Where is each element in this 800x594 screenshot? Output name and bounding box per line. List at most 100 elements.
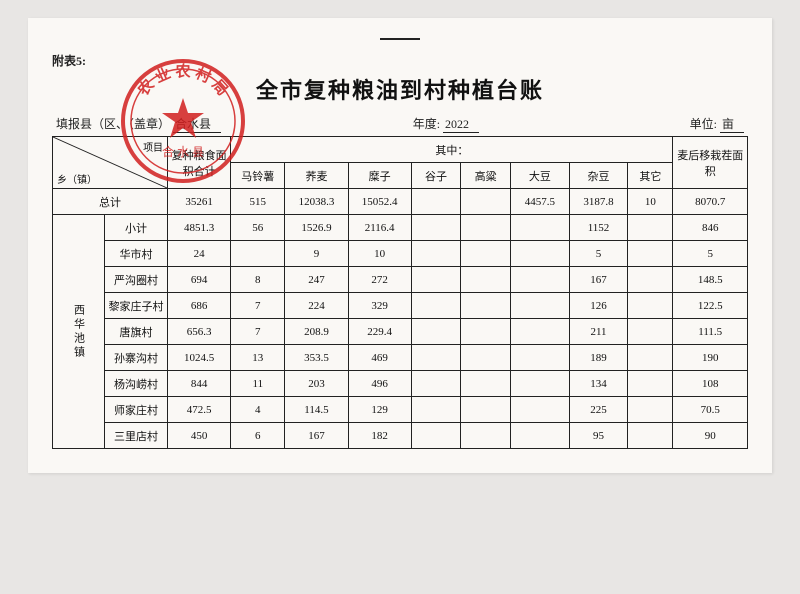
diag-bottom: 乡（镇）: [57, 171, 97, 186]
cell: 208.9: [285, 319, 348, 345]
diag-header: 项目 乡（镇）: [53, 137, 168, 189]
cell: [461, 267, 511, 293]
cell: [628, 241, 673, 267]
table-row: 华市村2491055: [53, 241, 748, 267]
row-name: 孙寨沟村: [104, 345, 167, 371]
cell: 182: [348, 423, 411, 449]
cell: 4851.3: [168, 215, 231, 241]
ledger-table: 项目 乡（镇） 复种粮食面积合计 其中： 麦后移栽茬面积 马铃薯 荞麦 糜子 谷…: [52, 136, 748, 449]
col-of-which: 其中：: [231, 137, 673, 163]
cell: 5: [673, 241, 748, 267]
header-row-1: 项目 乡（镇） 复种粮食面积合计 其中： 麦后移栽茬面积: [53, 137, 748, 163]
cell: 114.5: [285, 397, 348, 423]
cell: 167: [569, 267, 628, 293]
table-row: 黎家庄子村6867224329126122.5: [53, 293, 748, 319]
cell: 450: [168, 423, 231, 449]
cell: [461, 189, 511, 215]
row-name: 师家庄村: [104, 397, 167, 423]
cell: [461, 397, 511, 423]
col-6: 杂豆: [569, 163, 628, 189]
county-value: 合水县: [173, 117, 221, 133]
cell: 7: [231, 319, 285, 345]
cell: [628, 423, 673, 449]
attachment-label: 附表5:: [52, 52, 748, 69]
cell: [628, 319, 673, 345]
cell: 190: [673, 345, 748, 371]
county-field: 填报县（区、（盖章） 合水县: [56, 115, 331, 132]
cell: 329: [348, 293, 411, 319]
row-name: 小计: [104, 215, 167, 241]
cell: 225: [569, 397, 628, 423]
cell: 134: [569, 371, 628, 397]
cell: 5: [569, 241, 628, 267]
cell: 15052.4: [348, 189, 411, 215]
page-title: 全市复种粮油到村种植台账: [52, 73, 748, 105]
col-after-wheat: 麦后移栽茬面积: [673, 137, 748, 189]
cell: 1152: [569, 215, 628, 241]
cell: [628, 397, 673, 423]
col-1: 荞麦: [285, 163, 348, 189]
cell: [511, 241, 570, 267]
col-4: 高粱: [461, 163, 511, 189]
row-name: 严沟圈村: [104, 267, 167, 293]
cell: 56: [231, 215, 285, 241]
cell: 10: [628, 189, 673, 215]
cell: 211: [569, 319, 628, 345]
cell: 846: [673, 215, 748, 241]
cell: 24: [168, 241, 231, 267]
cell: [511, 319, 570, 345]
cell: 10: [348, 241, 411, 267]
total-row: 总计 35261 515 12038.3 15052.4 4457.5 3187…: [53, 189, 748, 215]
unit-label: 单位:: [690, 117, 717, 131]
unit-field: 单位: 亩: [561, 115, 744, 132]
cell: 469: [348, 345, 411, 371]
table-row: 三里店村45061671829590: [53, 423, 748, 449]
meta-row: 填报县（区、（盖章） 合水县 年度: 2022 单位: 亩: [52, 115, 748, 132]
cell: 272: [348, 267, 411, 293]
cell: [461, 423, 511, 449]
cell: 95: [569, 423, 628, 449]
cell: 247: [285, 267, 348, 293]
cell: [231, 241, 285, 267]
cell: [411, 293, 461, 319]
cell: 8070.7: [673, 189, 748, 215]
row-name: 三里店村: [104, 423, 167, 449]
cell: [411, 215, 461, 241]
cell: 224: [285, 293, 348, 319]
cell: [511, 397, 570, 423]
cell: [511, 345, 570, 371]
unit-value: 亩: [720, 117, 744, 133]
cell: 189: [569, 345, 628, 371]
year-label: 年度:: [413, 117, 440, 131]
cell: [628, 345, 673, 371]
cell: [628, 293, 673, 319]
cell: 515: [231, 189, 285, 215]
col-area-total: 复种粮食面积合计: [168, 137, 231, 189]
cell: 13: [231, 345, 285, 371]
cell: [461, 293, 511, 319]
top-rule: [380, 38, 420, 46]
cell: 353.5: [285, 345, 348, 371]
cell: [511, 215, 570, 241]
diag-top: 项目: [143, 139, 163, 154]
col-2: 糜子: [348, 163, 411, 189]
cell: 35261: [168, 189, 231, 215]
table-row: 西华池镇小计4851.3561526.92116.41152846: [53, 215, 748, 241]
cell: [511, 371, 570, 397]
year-value: 2022: [443, 117, 479, 133]
cell: [411, 319, 461, 345]
cell: 686: [168, 293, 231, 319]
table-row: 杨沟崂村84411203496134108: [53, 371, 748, 397]
cell: 656.3: [168, 319, 231, 345]
cell: [461, 371, 511, 397]
group-label: 西华池镇: [53, 215, 105, 449]
cell: 694: [168, 267, 231, 293]
cell: 496: [348, 371, 411, 397]
cell: 4: [231, 397, 285, 423]
cell: 126: [569, 293, 628, 319]
table-row: 师家庄村472.54114.512922570.5: [53, 397, 748, 423]
row-name: 华市村: [104, 241, 167, 267]
cell: [628, 215, 673, 241]
cell: [511, 293, 570, 319]
cell: 8: [231, 267, 285, 293]
